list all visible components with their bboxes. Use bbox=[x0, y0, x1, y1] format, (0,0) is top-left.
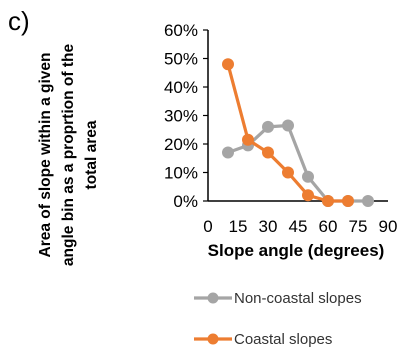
data-point-coastal-slopes bbox=[282, 166, 294, 179]
legend-item-coastal-slopes: Coastal slopes bbox=[194, 331, 332, 348]
data-point-coastal-slopes bbox=[342, 195, 354, 207]
y-tick-label: 60% bbox=[164, 21, 198, 40]
series-line-coastal-slopes bbox=[226, 63, 348, 203]
x-tick-label: 0 bbox=[203, 217, 212, 236]
y-tick-label: 20% bbox=[164, 135, 198, 154]
y-tick-label: 30% bbox=[164, 107, 198, 126]
legend-swatch-marker bbox=[207, 333, 219, 345]
data-point-coastal-slopes bbox=[222, 58, 234, 71]
axes bbox=[203, 29, 388, 202]
data-point-coastal-slopes bbox=[242, 133, 254, 146]
x-tick-label: 15 bbox=[229, 217, 248, 236]
y-axis-label-line-3: total area bbox=[83, 120, 100, 189]
legend-swatch-marker bbox=[207, 292, 219, 304]
data-point-coastal-slopes bbox=[322, 195, 334, 207]
data-point-non-coastal-slopes bbox=[362, 195, 374, 207]
legend-item-non-coastal-slopes: Non-coastal slopes bbox=[194, 290, 362, 307]
data-point-non-coastal-slopes bbox=[302, 170, 314, 183]
data-point-non-coastal-slopes bbox=[282, 119, 294, 132]
x-tick-label: 90 bbox=[379, 217, 398, 236]
data-point-non-coastal-slopes bbox=[262, 120, 274, 133]
x-tick-label: 30 bbox=[259, 217, 278, 236]
y-tick-label: 50% bbox=[164, 50, 198, 69]
y-tick-label: 0% bbox=[173, 192, 198, 211]
y-tick-label: 40% bbox=[164, 78, 198, 97]
y-axis-label-line-2: angle bin as a proprtion of the bbox=[60, 44, 77, 267]
x-tick-label: 45 bbox=[289, 217, 308, 236]
x-axis-label: Slope angle (degrees) bbox=[208, 241, 385, 260]
plot-area bbox=[222, 58, 374, 207]
legend: Non-coastal slopes Coastal slopes bbox=[194, 290, 362, 348]
x-tick-label: 60 bbox=[319, 217, 338, 236]
data-point-coastal-slopes bbox=[262, 146, 274, 159]
x-tick-labels: 0 15 30 45 60 75 90 bbox=[203, 217, 397, 236]
y-axis-label: Area of slope within a given angle bin a… bbox=[37, 44, 100, 267]
panel-label: c) bbox=[8, 6, 30, 36]
data-point-non-coastal-slopes bbox=[222, 146, 234, 159]
y-tick-label: 10% bbox=[164, 164, 198, 183]
legend-label: Coastal slopes bbox=[234, 331, 332, 348]
y-tick-labels: 0% 10% 20% 30% 40% 50% 60% bbox=[164, 21, 198, 211]
y-axis-label-line-1: Area of slope within a given bbox=[37, 53, 54, 258]
data-point-coastal-slopes bbox=[302, 189, 314, 202]
legend-label: Non-coastal slopes bbox=[234, 290, 362, 307]
x-tick-label: 75 bbox=[349, 217, 368, 236]
